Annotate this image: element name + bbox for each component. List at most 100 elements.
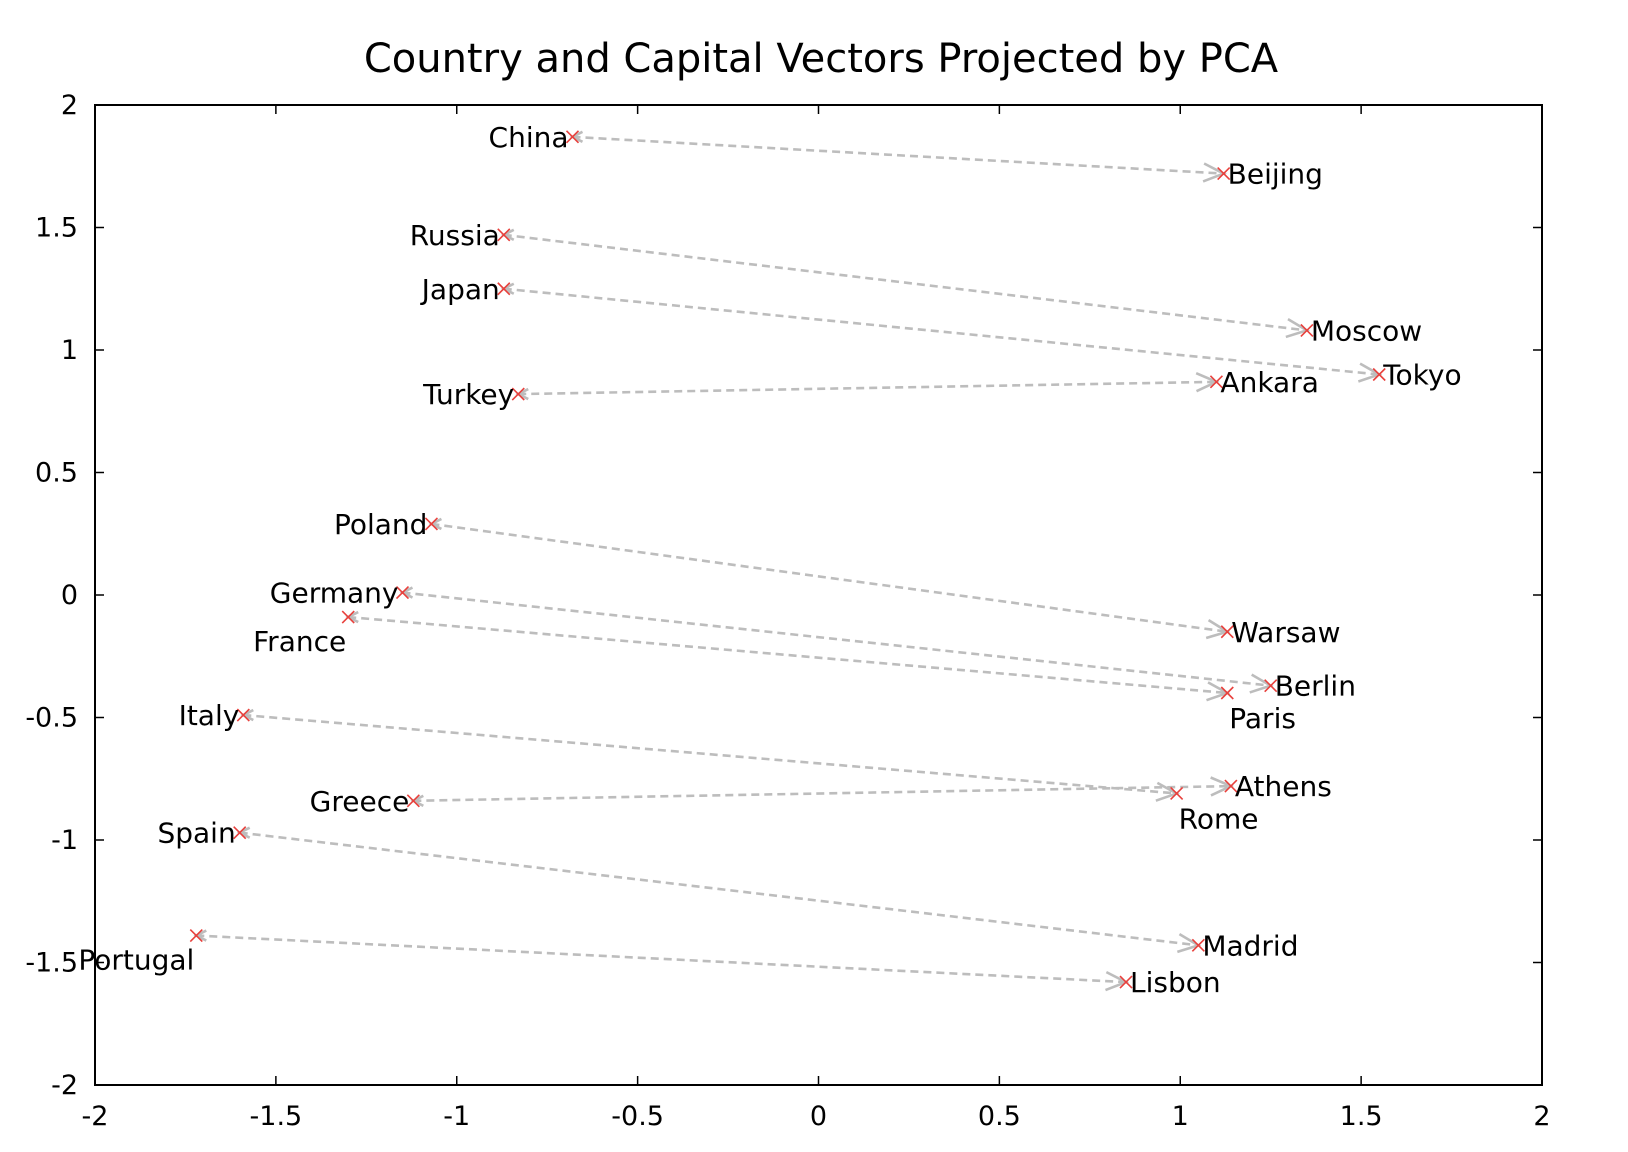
marker-stroke [424,517,438,531]
marker-stroke [395,585,410,600]
marker-germany [395,585,410,600]
label-tokyo: Tokyo [1382,359,1461,392]
y-tick-label: -1 [51,825,78,856]
arrow-turkey [518,380,1217,396]
marker-poland [424,517,438,531]
arrow-germany [402,591,1271,687]
marker-turkey [511,387,525,401]
marker-stroke [1224,779,1238,793]
marker-russia [497,228,511,242]
marker-stroke [1264,679,1278,693]
arrow-france [348,615,1228,695]
marker-italy [236,708,250,722]
marker-stroke [341,610,355,624]
marker-china [565,130,580,144]
y-tick-label: 1.5 [35,213,78,244]
marker-stroke [511,387,525,401]
label-france: France [253,625,346,658]
marker-paris [1220,686,1234,700]
x-tick-label: 1.5 [1340,1101,1383,1132]
arrows [193,130,1383,992]
x-tick-label: 1 [1172,1101,1189,1132]
marker-stroke [406,794,420,808]
arrow-italy [243,713,1177,795]
marker-japan [497,282,511,296]
x-tick-label: 0 [810,1101,827,1132]
marker-stroke [1191,938,1205,952]
y-tick-label: -2 [51,1070,78,1101]
marker-stroke [1209,375,1223,389]
markers [189,130,1386,989]
label-athens: Athens [1235,770,1332,803]
marker-lisbon [1119,975,1133,989]
arrow-greece [413,784,1231,803]
x-tick-label: 2 [1533,1101,1550,1132]
marker-stroke [1372,367,1386,382]
axis-ticks: -2 -1.5 -1 -0.5 0 0.5 1 1.5 2 -2 -1.5 -1 -0.5 0 0.5 1 1.… [25,90,1550,1132]
arrow-spain [239,831,1199,947]
label-italy: Italy [179,699,240,732]
label-moscow: Moscow [1311,314,1422,347]
arrow-portugal [196,934,1127,984]
point-labels: China Beijing Russia Moscow Japan Tokyo Turkey… [78,121,1461,999]
label-rome: Rome [1179,802,1259,835]
marker-stroke [1220,625,1234,639]
x-tick-label: 0.5 [978,1101,1021,1132]
marker-moscow [1300,323,1314,337]
marker-stroke [233,826,247,840]
marker-greece [406,794,420,808]
marker-stroke [1170,786,1184,801]
x-tick-label: -1 [443,1101,470,1132]
marker-stroke [1300,323,1314,337]
arrow-japan [503,287,1380,376]
marker-rome [1170,786,1184,801]
arrow-china [572,135,1224,175]
label-germany: Germany [270,577,399,610]
label-poland: Poland [334,508,427,541]
marker-stroke [1220,686,1234,700]
y-tick-label: 2 [61,90,78,121]
label-madrid: Madrid [1202,929,1298,962]
label-beijing: Beijing [1228,158,1323,191]
marker-berlin [1264,679,1278,693]
x-tick-label: -1.5 [250,1101,303,1132]
label-russia: Russia [410,219,500,252]
marker-beijing [1217,167,1231,181]
x-tick-label: -0.5 [611,1101,664,1132]
chart-title: Country and Capital Vectors Projected by… [364,36,1279,82]
label-lisbon: Lisbon [1130,966,1221,999]
marker-warsaw [1220,625,1234,639]
x-tick-label: -2 [82,1101,109,1132]
marker-athens [1224,779,1238,793]
y-tick-label: -1.5 [25,948,78,979]
marker-france [341,610,355,624]
arrow-poland [431,522,1228,634]
marker-stroke [497,282,511,296]
arrow-russia [503,233,1308,332]
y-tick-label: 0.5 [35,458,78,489]
marker-stroke [565,130,580,144]
marker-tokyo [1372,367,1386,382]
label-spain: Spain [157,817,235,850]
label-japan: Japan [420,273,500,306]
label-china: China [489,121,569,154]
y-tick-label: -0.5 [25,703,78,734]
label-greece: Greece [310,785,410,818]
marker-madrid [1191,938,1205,952]
label-paris: Paris [1229,702,1296,735]
marker-stroke [497,228,511,242]
marker-stroke [236,708,250,722]
label-berlin: Berlin [1275,670,1356,703]
label-warsaw: Warsaw [1231,616,1340,649]
marker-stroke [189,928,203,943]
marker-spain [233,826,247,840]
label-turkey: Turkey [422,378,514,411]
y-tick-label: 1 [61,335,78,366]
y-tick-label: 0 [61,580,78,611]
label-ankara: Ankara [1220,366,1318,399]
marker-stroke [1217,167,1231,181]
marker-stroke [1119,975,1133,989]
marker-portugal [189,928,203,943]
marker-ankara [1209,375,1223,389]
